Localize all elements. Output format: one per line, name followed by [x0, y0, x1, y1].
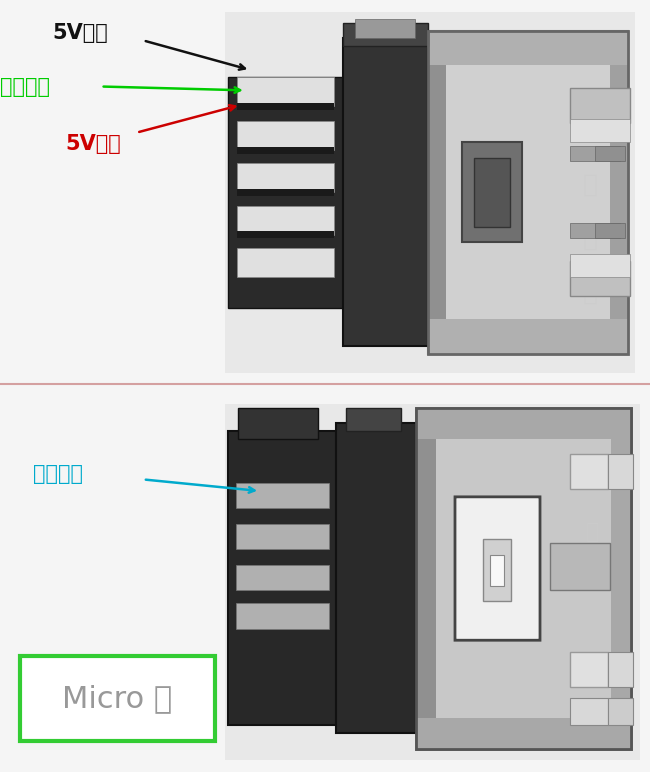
Bar [428, 31, 628, 66]
Bar [355, 19, 415, 39]
Bar [416, 408, 631, 438]
Bar [416, 408, 631, 749]
Text: 合: 合 [582, 226, 597, 250]
Bar [483, 540, 511, 601]
Bar [610, 31, 628, 354]
Text: 口: 口 [586, 522, 600, 542]
Bar [570, 454, 608, 489]
Bar [346, 408, 401, 431]
Bar [237, 121, 334, 150]
Bar [416, 718, 631, 749]
Text: 5V负极: 5V负极 [52, 22, 108, 42]
Bar [236, 564, 329, 590]
Bar [237, 103, 334, 110]
Bar [416, 408, 436, 749]
Bar [238, 408, 318, 438]
Bar [237, 147, 334, 154]
Text: Micro 公: Micro 公 [62, 684, 172, 713]
Bar [428, 31, 628, 354]
FancyBboxPatch shape [455, 497, 540, 640]
Bar [570, 223, 620, 239]
Bar [570, 254, 630, 277]
Bar [474, 157, 510, 227]
Bar [237, 164, 334, 192]
Bar [237, 77, 334, 106]
Bar [237, 248, 334, 277]
Bar [550, 543, 610, 590]
Bar [570, 119, 630, 142]
Text: 数据负线: 数据负线 [32, 464, 83, 483]
Bar [228, 431, 336, 726]
Bar [570, 146, 620, 161]
Bar [236, 524, 329, 549]
Bar [608, 454, 633, 489]
Bar [428, 31, 628, 354]
Bar [570, 89, 630, 123]
Bar [228, 77, 343, 307]
Bar [428, 319, 628, 354]
Bar [462, 142, 522, 242]
Bar [428, 31, 446, 354]
Bar [608, 652, 633, 687]
Bar [608, 699, 633, 726]
Bar [595, 223, 625, 239]
Bar [20, 655, 215, 741]
Bar [595, 146, 625, 161]
Bar [611, 408, 631, 749]
Bar [490, 555, 504, 586]
Bar [336, 423, 416, 733]
Bar [570, 699, 608, 726]
Text: 口: 口 [582, 280, 597, 304]
Bar [237, 189, 334, 196]
Text: 价: 价 [582, 172, 597, 197]
Bar [236, 604, 329, 628]
Text: 5V正极: 5V正极 [65, 134, 121, 154]
Text: 数据正线: 数据正线 [0, 76, 50, 96]
Bar [237, 232, 334, 239]
Bar [416, 408, 631, 749]
Bar [570, 652, 608, 687]
Bar [225, 12, 635, 373]
Bar [343, 39, 428, 346]
Bar [237, 205, 334, 235]
Bar [236, 483, 329, 509]
Bar [343, 23, 428, 46]
Bar [225, 404, 640, 760]
Bar [570, 262, 630, 296]
